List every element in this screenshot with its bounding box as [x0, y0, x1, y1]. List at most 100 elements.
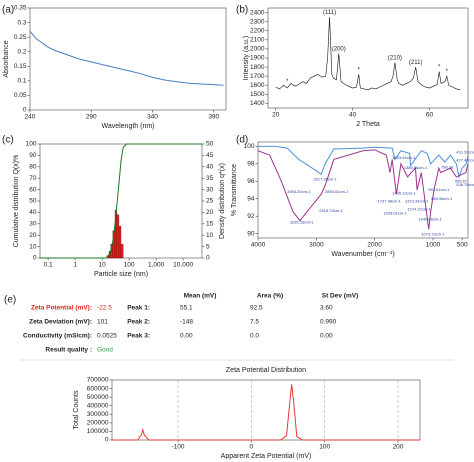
data-line	[29, 30, 224, 86]
y2-tick-label: 15	[206, 221, 214, 228]
x-axis-label: Wavenumber (cm⁻¹)	[331, 251, 394, 258]
y-tick-label: 80	[29, 164, 37, 171]
x-tick-label: 20	[272, 112, 280, 119]
x-tick-label: 40	[349, 112, 357, 119]
plot-frame	[257, 141, 469, 239]
data-line	[112, 384, 420, 441]
y2-tick-label: 50	[206, 141, 214, 148]
plot-frame	[111, 379, 421, 441]
summary-value: Good	[97, 347, 113, 354]
y-tick-label: 30	[29, 221, 37, 228]
y-tick-label: 1800	[250, 64, 265, 71]
y-tick-label: 200000	[87, 420, 109, 427]
annotation: 555.67	[455, 178, 468, 183]
annotation: *	[438, 65, 441, 71]
y2-tick-label: 10	[206, 232, 214, 239]
data-line	[257, 149, 469, 230]
y-tick-label: 1600	[250, 82, 265, 89]
x-axis-label: Particle size (nm)	[94, 271, 148, 278]
y2-tick-label: 25	[206, 198, 214, 205]
y2-tick-label: 30	[206, 186, 214, 193]
y-tick-label: 40	[29, 209, 37, 216]
summary-label: Result quality :	[45, 347, 92, 354]
x-axis-label: 2 Theta	[356, 121, 380, 128]
x-axis-label: Apparent Zeta Potential (mV)	[221, 453, 312, 460]
x-tick-label: 500	[457, 242, 468, 249]
y-tick-label: 2200	[250, 27, 265, 34]
annotation: 431.33cm-1	[456, 150, 474, 155]
summary-value: 101	[97, 319, 108, 326]
panel-label: (a)	[2, 5, 14, 16]
x-tick-label: 240	[25, 114, 36, 121]
y2-tick-label: 5	[206, 243, 210, 250]
peak-value: -148	[180, 319, 193, 326]
y-tick-label: 60	[29, 186, 37, 193]
annotation: 1628.01cm-1	[383, 211, 407, 216]
y2-tick-label: 45	[206, 152, 214, 159]
x-tick-label: 4000	[251, 242, 266, 249]
peak-value: 0.00	[320, 333, 333, 340]
data-line	[275, 17, 461, 91]
annotation: *	[446, 69, 449, 75]
x-tick-label: 3000	[309, 242, 324, 249]
y-tick-label: 98	[247, 161, 255, 168]
annotation: 436.75cm-1	[456, 182, 474, 187]
x-tick-label: 1	[73, 262, 77, 269]
y-tick-label: 0.15	[14, 63, 27, 70]
x-tick-label: 60	[426, 112, 434, 119]
histogram-bar	[120, 244, 124, 259]
x-tick-label: 390	[208, 114, 219, 121]
annotation: (211)	[409, 60, 423, 66]
summary-label: Zeta Deviation (mV):	[29, 319, 92, 326]
y2-tick-label: 20	[206, 209, 214, 216]
y-axis-label: % Transmittance	[231, 164, 238, 216]
annotation: 869.56cm-1	[431, 196, 453, 201]
y-axis-label: Absorbance	[3, 40, 10, 77]
y2-tick-label: 0	[206, 255, 210, 262]
x-axis-label: Wavelength (nm)	[101, 123, 154, 130]
panel-label: (e)	[4, 295, 16, 306]
peak-value: 3.60	[320, 305, 333, 312]
peak-value: 0.990	[320, 319, 337, 326]
x-tick-label: 100	[124, 262, 135, 269]
y-axis-label: Cumulative distribution Q(x)%	[13, 155, 20, 248]
annotation: 2917.36cm-1	[313, 177, 337, 182]
annotation: 427.42cm-1	[456, 157, 474, 162]
x-tick-label: -100	[171, 444, 184, 451]
y-tick-label: 0.35	[14, 5, 27, 12]
y-tick-label: 2300	[250, 18, 265, 25]
y-tick-label: 1500	[250, 91, 265, 98]
plot-frame	[267, 7, 469, 109]
annotation: 983.61cm-1	[428, 187, 450, 192]
y-tick-label: 600000	[87, 385, 109, 392]
summary-label: Conductivity (mS/cm):	[23, 333, 92, 340]
annotation: 1737.48cm-1	[378, 198, 402, 203]
annotation: 3281.28cm-1	[290, 219, 314, 224]
peak-label: Peak 2:	[127, 319, 150, 326]
panel-label: (b)	[236, 5, 248, 16]
annotation: 1435.13cm-1	[392, 191, 416, 196]
y-tick-label: 2100	[250, 37, 265, 44]
y2-tick-label: 40	[206, 164, 214, 171]
annotation: 1040.86cm-1	[418, 217, 442, 222]
y-tick-label: 94	[247, 195, 255, 202]
y-tick-label: 400000	[87, 402, 109, 409]
annotation: (200)	[332, 46, 346, 52]
peak-value: 92.5	[250, 305, 263, 312]
x-tick-label: 1,000	[148, 262, 165, 269]
summary-value: -22.5	[97, 305, 112, 312]
y-tick-label: 2400	[250, 9, 265, 16]
y-tick-label: 0.25	[14, 34, 27, 41]
y-tick-label: 70	[29, 175, 37, 182]
y-tick-label: 0.3	[17, 19, 26, 26]
annotation: (111)	[323, 10, 336, 16]
y-tick-label: 20	[29, 232, 37, 239]
annotation: 1653.44cm-1	[392, 155, 416, 160]
y-tick-label: 0.05	[14, 92, 27, 99]
plot-frame	[29, 7, 227, 111]
y-tick-label: 10	[29, 243, 37, 250]
peak-value: 7.5	[250, 319, 259, 326]
y-tick-label: 100	[244, 143, 255, 150]
annotation: 1073.73cm-1	[421, 232, 445, 237]
x-tick-label: 100	[319, 444, 330, 451]
